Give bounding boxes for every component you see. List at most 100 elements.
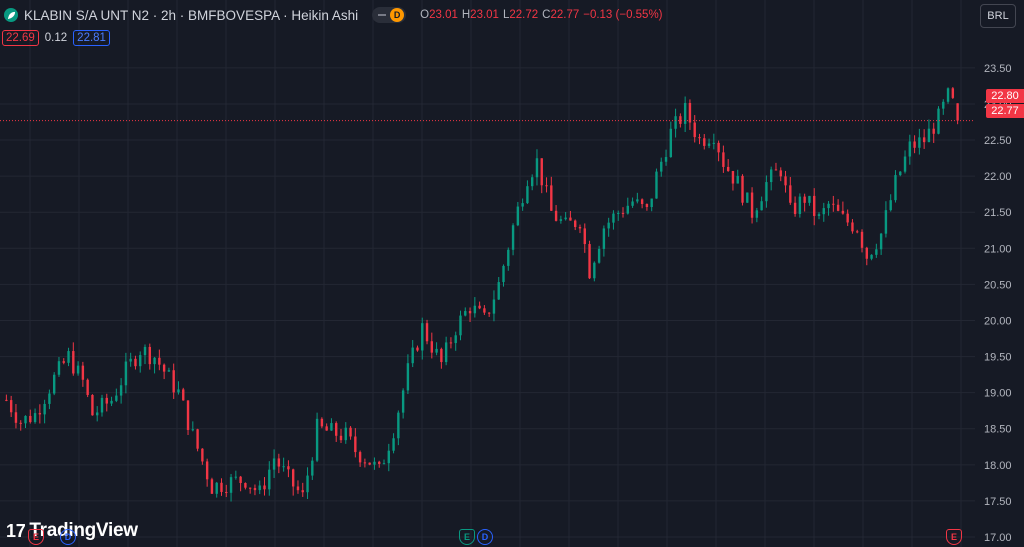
y-axis-tick-label: 22.00: [984, 171, 1012, 183]
candle-body: [617, 212, 620, 214]
candle-body: [946, 88, 950, 102]
candle-body: [660, 161, 663, 172]
candle-body: [306, 475, 309, 493]
symbol-title[interactable]: KLABIN S/A UNT N2 · 2h · BMFBOVESPA · He…: [24, 7, 359, 23]
y-axis-tick-label: 19.00: [984, 388, 1012, 400]
candle-body: [468, 311, 472, 314]
dividend-badge: D: [390, 8, 405, 22]
price-tag-upper: 22.80: [986, 89, 1024, 103]
earnings-event-icon[interactable]: E: [946, 529, 962, 545]
candle-body: [110, 400, 113, 404]
dividend-event-icon[interactable]: D: [60, 529, 76, 545]
candle-body: [96, 412, 99, 416]
candle-body: [511, 225, 515, 250]
candle-body: [827, 203, 830, 209]
candle-body: [196, 429, 199, 449]
candle-body: [425, 323, 429, 342]
candle-body: [220, 482, 223, 492]
candle-body: [669, 128, 673, 158]
dividend-toggle[interactable]: D: [372, 7, 407, 23]
candle-body: [803, 196, 806, 203]
candle-body: [736, 175, 739, 184]
change-value: −0.13 (−0.55%): [583, 9, 663, 21]
candle-body: [19, 422, 22, 424]
tradingview-logo[interactable]: 17 TradingView: [6, 520, 138, 542]
candle-body: [5, 399, 8, 401]
candle-body: [564, 217, 567, 220]
candle-body: [229, 477, 233, 493]
candle-body: [621, 212, 625, 214]
candle-body: [33, 413, 37, 423]
candle-body: [421, 323, 424, 351]
earnings-event-icon[interactable]: E: [459, 529, 475, 545]
bid-price[interactable]: 22.69: [2, 30, 39, 46]
candle-body: [683, 102, 687, 124]
candle-body: [650, 198, 653, 208]
candle-body: [167, 370, 171, 372]
candle-body: [344, 427, 347, 441]
candle-body: [444, 342, 448, 363]
ask-price[interactable]: 22.81: [73, 30, 110, 46]
candle-body: [205, 461, 209, 480]
candle-body: [765, 182, 768, 202]
candle-body: [91, 394, 94, 416]
candle-body: [631, 201, 634, 206]
earnings-event-icon[interactable]: E: [28, 529, 44, 545]
candle-body: [559, 219, 563, 221]
candle-body: [210, 479, 214, 494]
low-value: 22.72: [509, 9, 539, 21]
candle-body: [363, 462, 367, 464]
currency-button[interactable]: BRL: [980, 4, 1016, 28]
candle-body: [124, 361, 128, 386]
candle-body: [942, 101, 945, 109]
y-axis-tick-label: 19.50: [984, 352, 1012, 364]
candle-body: [808, 195, 811, 203]
dividend-event-icon[interactable]: D: [477, 529, 493, 545]
candle-body: [143, 346, 147, 356]
last-price-tag: 22.77: [986, 104, 1024, 118]
candle-body: [607, 222, 610, 229]
candle-body: [578, 226, 582, 229]
candle-body: [378, 461, 381, 464]
candle-body: [846, 213, 849, 223]
candle-body: [707, 143, 711, 146]
candle-body: [640, 199, 644, 205]
candle-body: [277, 458, 281, 467]
candle-body: [325, 426, 328, 431]
candle-body: [540, 158, 543, 186]
candle-body: [530, 177, 534, 187]
candle-body: [755, 210, 759, 218]
candle-body: [416, 347, 419, 351]
candle-body: [67, 351, 70, 363]
ohlc-values: O23.01 H23.01 L22.72 C22.77 −0.13 (−0.55…: [420, 9, 663, 21]
candle-body: [354, 436, 357, 453]
candle-body: [315, 418, 319, 461]
candle-body: [225, 491, 228, 493]
candle-body: [115, 395, 118, 401]
candle-body: [851, 222, 854, 232]
candle-body: [330, 423, 333, 431]
candle-body: [870, 254, 873, 259]
candle-body: [497, 282, 500, 300]
candle-body: [29, 415, 32, 423]
candle-body: [688, 102, 692, 123]
candle-body: [335, 423, 338, 436]
candle-body: [836, 204, 840, 211]
candle-body: [24, 415, 27, 424]
candle-body: [129, 358, 132, 362]
candle-body: [401, 390, 405, 413]
candle-body: [597, 248, 601, 263]
candle-body: [865, 247, 868, 259]
candle-body: [478, 305, 481, 309]
tradingview-logo-mark: 17: [6, 520, 26, 541]
candle-body: [502, 265, 505, 283]
candle-body: [282, 466, 285, 468]
y-axis-tick-label: 21.00: [984, 243, 1012, 255]
candle-body: [201, 448, 204, 462]
candle-body: [301, 490, 304, 493]
candle-body: [258, 485, 261, 491]
candle-body: [899, 171, 902, 176]
candle-body: [397, 412, 400, 439]
leaf-icon[interactable]: [4, 8, 18, 22]
